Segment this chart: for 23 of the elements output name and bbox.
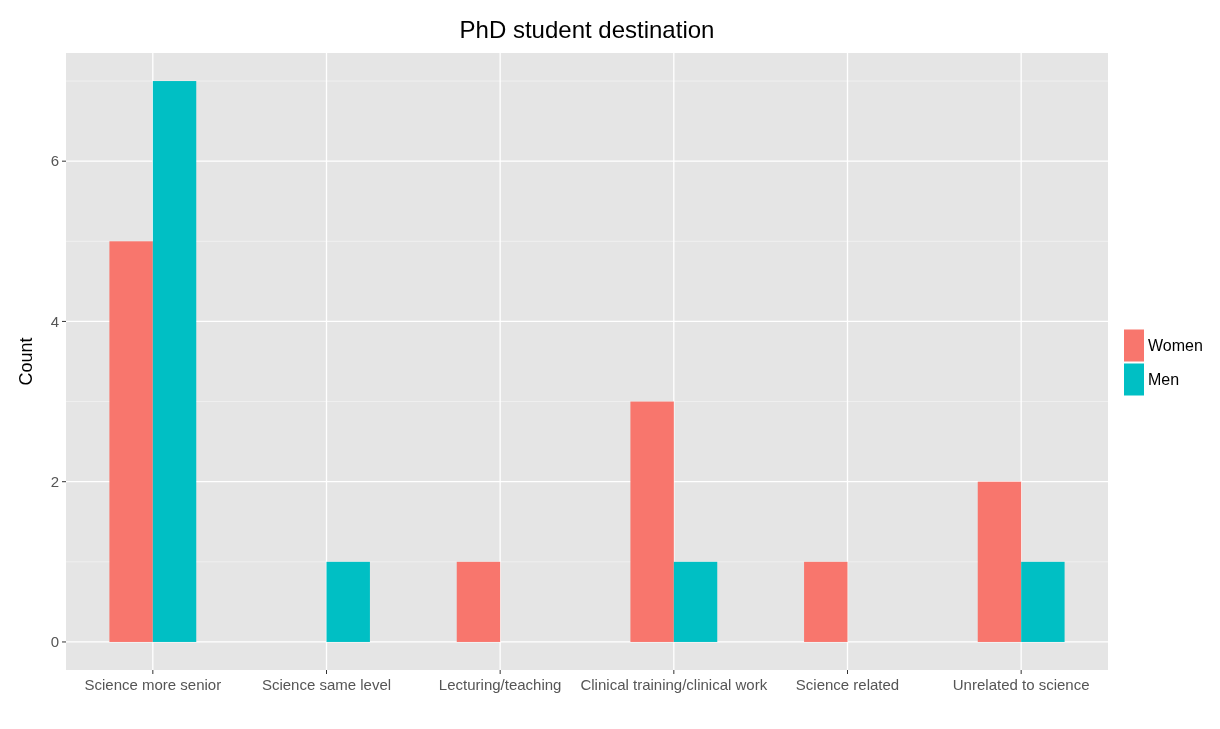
y-tick-label: 4 xyxy=(50,312,59,330)
chart-title: PhD student destination xyxy=(459,16,715,43)
legend-label: Women xyxy=(1148,337,1203,355)
x-tick-label: Unrelated to science xyxy=(952,676,1090,693)
bar xyxy=(673,561,718,642)
bar xyxy=(1021,561,1065,642)
legend-label: Men xyxy=(1148,371,1180,389)
bar xyxy=(109,241,153,642)
y-tick-label: 6 xyxy=(50,152,59,170)
bar xyxy=(977,481,1022,642)
x-tick-label: Lecturing/teaching xyxy=(438,676,562,693)
y-tick-label: 0 xyxy=(50,633,59,651)
bar xyxy=(152,81,197,642)
bar xyxy=(326,561,370,642)
x-tick-label: Science more senior xyxy=(84,676,222,693)
bar xyxy=(630,401,674,642)
bar xyxy=(804,561,848,642)
x-tick-label: Science related xyxy=(795,676,900,693)
y-tick-label: 2 xyxy=(50,472,59,490)
bar xyxy=(456,561,501,642)
x-tick-label: Science same level xyxy=(261,676,392,693)
x-tick-label: Clinical training/clinical work xyxy=(580,676,768,693)
y-axis-title: Count xyxy=(16,337,36,386)
